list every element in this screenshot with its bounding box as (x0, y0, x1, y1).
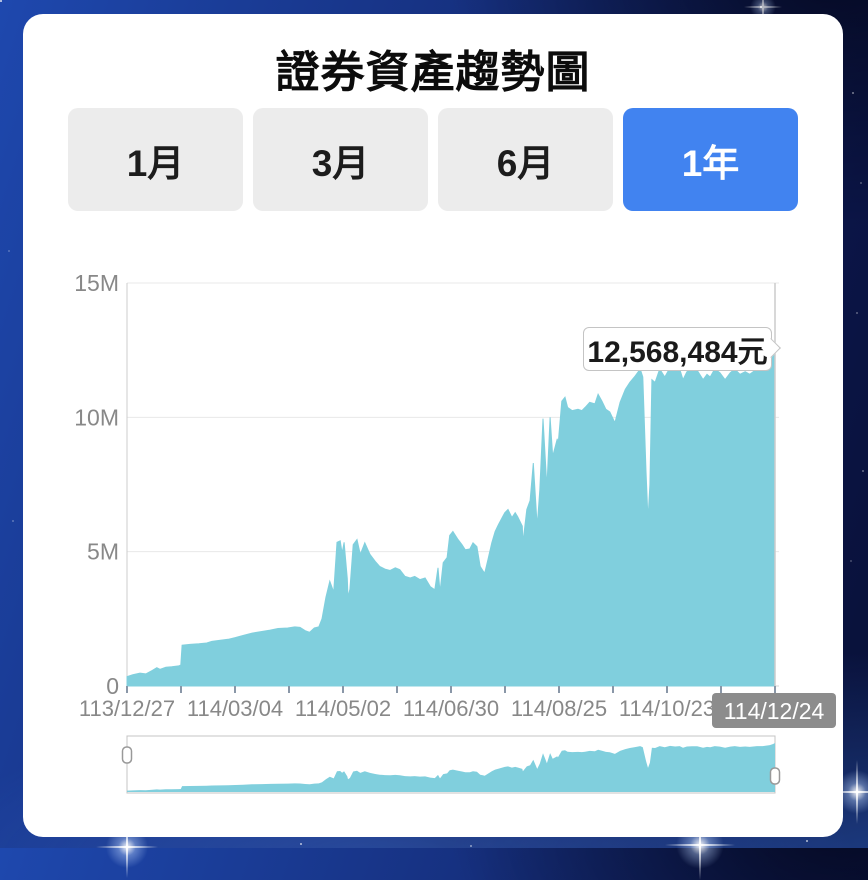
page-title: 證券資產趨勢圖 (275, 48, 591, 97)
value-tooltip: 12,568,484元 (583, 327, 781, 371)
navigator-left-handle[interactable] (121, 746, 133, 764)
current-date-label: 114/12/24 (724, 698, 825, 724)
x-axis-label: 114/10/23 (619, 696, 715, 721)
star-field (0, 0, 2, 2)
navigator-right-handle[interactable] (769, 767, 781, 785)
navigator-area-series (127, 743, 775, 792)
tooltip-value: 12,568,484元 (587, 336, 768, 369)
asset-area-series[interactable] (126, 347, 776, 687)
x-axis-label: 114/08/25 (511, 696, 607, 721)
app-background: { "header": { "title": "證券資產趨勢圖" }, "ran… (0, 0, 868, 848)
x-axis-label: 114/05/02 (295, 696, 391, 721)
tab-1year[interactable]: 1年 (623, 108, 798, 211)
y-axis-label: 0 (106, 673, 119, 699)
tab-3month[interactable]: 3月 (253, 108, 428, 211)
x-axis-label: 114/03/04 (187, 696, 283, 721)
current-date-badge (712, 693, 836, 728)
y-axis-label: 10M (74, 404, 119, 430)
y-axis-label: 15M (74, 270, 119, 296)
y-axis-label: 5M (87, 539, 119, 565)
asset-trend-chart[interactable]: 0 5M 10M 15M 113/12/27 114/03/04 114/05/02 114/… (23, 14, 843, 837)
tab-1month[interactable]: 1月 (68, 108, 243, 211)
range-tab-bar: 1月 3月 6月 1年 (68, 108, 798, 211)
x-axis-label: 114/06/30 (403, 696, 499, 721)
tab-6month[interactable]: 6月 (438, 108, 613, 211)
x-axis-label: 113/12/27 (79, 696, 175, 721)
asset-trend-card: 證券資產趨勢圖 1月 3月 6月 1年 0 5M 10M 15M 113/12/27 11… (23, 14, 843, 837)
